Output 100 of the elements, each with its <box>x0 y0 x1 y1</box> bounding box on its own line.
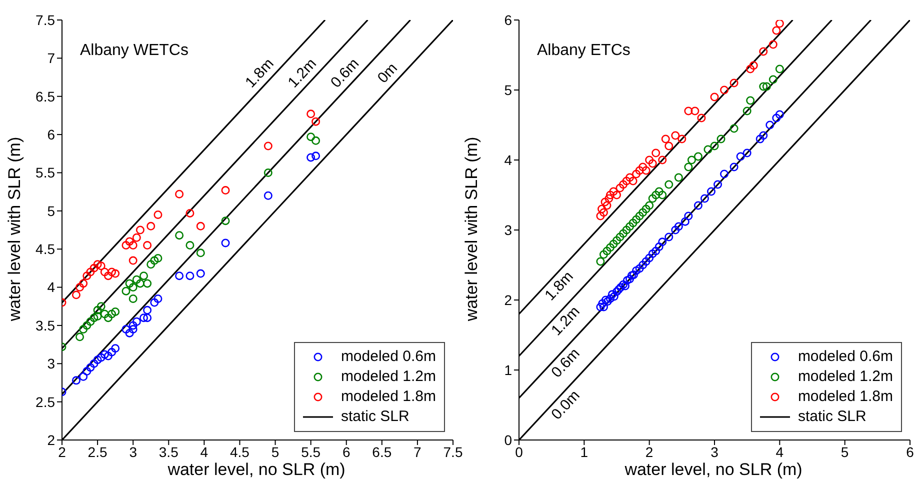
point <box>684 162 693 172</box>
x-tick-label: 1 <box>580 444 588 460</box>
point <box>648 250 657 258</box>
legend-label: modeled 1.2m <box>340 367 436 387</box>
point <box>622 226 631 234</box>
point <box>645 156 654 164</box>
point <box>629 270 638 280</box>
point <box>154 294 162 303</box>
point <box>146 260 156 269</box>
point <box>652 148 660 158</box>
point <box>674 222 683 231</box>
y-axis-title: water level with SLR (m) <box>5 136 25 322</box>
x-tick-label: 5 <box>271 444 280 460</box>
point <box>82 272 92 280</box>
point <box>759 82 768 91</box>
point <box>619 180 628 189</box>
point <box>104 352 112 360</box>
y-tick-label: 7.5 <box>36 12 56 28</box>
point <box>125 328 134 338</box>
point <box>775 20 784 28</box>
y-tick-label: 1 <box>504 362 512 378</box>
point <box>312 117 320 126</box>
point <box>652 246 660 256</box>
point <box>306 153 316 162</box>
legend-label: static SLR <box>798 407 866 427</box>
x-tick-label: 0 <box>515 444 524 460</box>
point <box>596 257 605 266</box>
point <box>602 201 612 210</box>
point <box>648 159 657 168</box>
y-tick-label: 2.5 <box>36 394 56 410</box>
y-tick-label: 6.5 <box>36 88 56 104</box>
x-tick-label: 3 <box>129 444 138 460</box>
point <box>264 168 272 177</box>
point <box>93 306 102 314</box>
x-tick-label: 5 <box>840 444 849 460</box>
point <box>628 176 638 186</box>
legend-label: static SLR <box>340 407 410 427</box>
point <box>697 114 706 122</box>
y-tick-label: 5 <box>47 202 56 219</box>
point <box>93 260 102 269</box>
point <box>196 248 205 258</box>
point <box>132 275 141 284</box>
point <box>150 256 159 265</box>
y-tick-label: 2 <box>504 292 512 308</box>
point <box>96 262 106 270</box>
point <box>684 212 693 220</box>
point <box>143 279 152 288</box>
point <box>710 142 719 150</box>
point <box>762 82 771 91</box>
legend-label: modeled 0.6m <box>340 347 436 367</box>
point <box>700 194 709 203</box>
point <box>93 356 102 364</box>
point <box>742 106 752 116</box>
x-tick-label: 4.5 <box>230 444 250 460</box>
point <box>606 294 614 303</box>
point <box>90 314 98 322</box>
point <box>598 204 606 214</box>
point <box>730 78 738 88</box>
point <box>100 310 109 318</box>
point <box>626 274 634 284</box>
point <box>690 106 700 116</box>
point <box>661 134 670 144</box>
point <box>601 296 610 304</box>
point <box>766 120 774 130</box>
point <box>749 61 758 70</box>
point <box>645 254 654 262</box>
point <box>642 166 650 175</box>
point <box>619 229 628 238</box>
legend-label: modeled 1.8m <box>798 387 893 407</box>
point <box>96 302 106 311</box>
x-tick-label: 4 <box>776 444 784 460</box>
point <box>768 75 778 84</box>
point <box>632 170 641 178</box>
point <box>759 47 768 56</box>
y-tick-label: 7 <box>47 50 56 66</box>
x-axis-title: water level, no SLR (m) <box>624 460 804 480</box>
point <box>128 294 138 303</box>
x-tick-label: 3.5 <box>158 444 179 460</box>
point <box>132 233 141 242</box>
point <box>612 236 621 245</box>
point <box>775 64 784 74</box>
y-tick-label: 5 <box>504 82 512 98</box>
point <box>79 279 88 288</box>
point <box>642 257 650 266</box>
point <box>746 64 755 74</box>
point <box>186 272 194 280</box>
point <box>90 264 98 272</box>
point <box>638 208 648 217</box>
point <box>136 226 144 234</box>
annotation: 0m <box>374 60 402 87</box>
point <box>645 201 654 210</box>
point <box>638 162 648 172</box>
point <box>125 279 134 288</box>
point <box>221 216 230 226</box>
point <box>730 162 738 172</box>
y-tick-label: 3 <box>47 356 56 372</box>
point <box>72 376 80 385</box>
point <box>128 325 138 334</box>
point <box>648 194 657 203</box>
point <box>658 190 667 200</box>
